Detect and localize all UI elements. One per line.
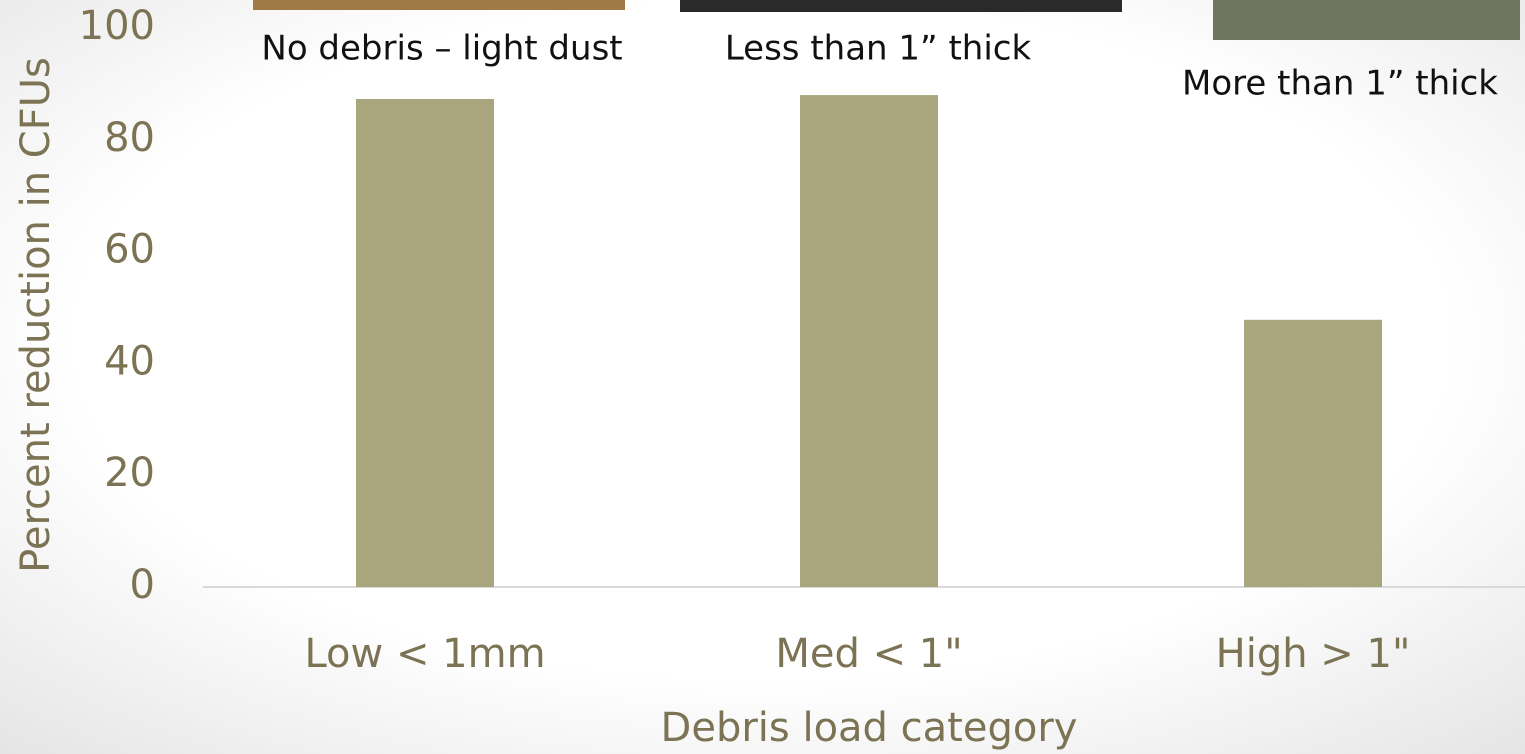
x-axis-title: Debris load category	[661, 705, 1078, 751]
y-tick-label: 60	[104, 227, 155, 273]
annotation: More than 1” thick	[1182, 64, 1498, 104]
bar	[356, 99, 494, 587]
chart: No debris – light dust Less than 1” thic…	[0, 0, 1525, 754]
page: No debris – light dust Less than 1” thic…	[0, 0, 1525, 754]
y-axis-title: Percent reduction in CFUs	[13, 57, 59, 573]
photo-med	[680, 0, 1122, 12]
y-tick-label: 80	[104, 115, 155, 161]
x-tick-label: High > 1"	[1216, 631, 1411, 677]
photo-low	[253, 0, 625, 10]
y-tick-label: 0	[130, 562, 155, 608]
x-tick-label: Low < 1mm	[304, 631, 545, 677]
annotation: No debris – light dust	[261, 29, 622, 69]
y-tick-label: 100	[79, 3, 155, 49]
bar	[1244, 320, 1382, 587]
photo-high	[1213, 0, 1520, 40]
y-tick-label: 20	[104, 450, 155, 496]
annotation: Less than 1” thick	[725, 29, 1032, 69]
y-tick-label: 40	[104, 338, 155, 384]
x-tick-label: Med < 1"	[775, 631, 962, 677]
bar	[800, 95, 938, 587]
